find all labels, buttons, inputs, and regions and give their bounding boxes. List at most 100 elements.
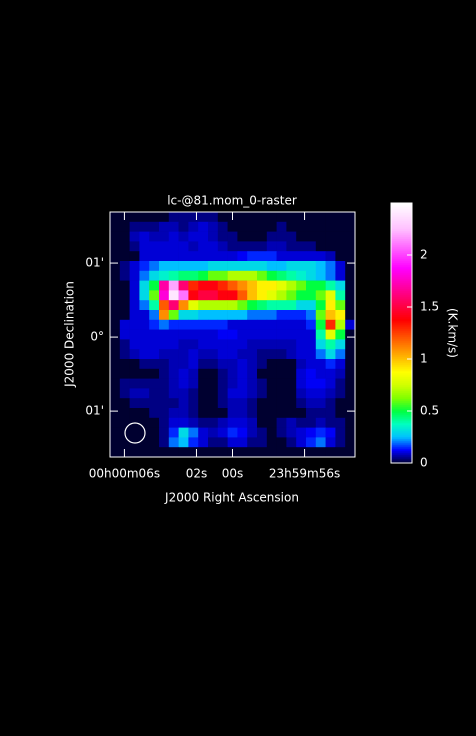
- colorbar-swatch: [391, 375, 412, 378]
- cell: [325, 319, 336, 330]
- cell: [217, 359, 228, 370]
- cell: [315, 349, 326, 360]
- colorbar-swatch: [391, 455, 412, 458]
- cell: [119, 231, 130, 242]
- cell: [325, 310, 336, 321]
- cell: [286, 270, 297, 281]
- cell: [237, 329, 248, 340]
- cell: [217, 290, 228, 301]
- cell: [188, 359, 199, 370]
- cell: [247, 447, 258, 458]
- cell: [119, 398, 130, 409]
- cell: [159, 241, 170, 252]
- colorbar-swatch: [391, 409, 412, 412]
- cell: [139, 329, 150, 340]
- cell: [178, 300, 189, 311]
- cell: [178, 212, 189, 223]
- colorbar-swatch: [391, 313, 412, 316]
- colorbar-swatch: [391, 267, 412, 270]
- colorbar-swatch: [391, 357, 412, 360]
- cell: [325, 270, 336, 281]
- cell: [110, 398, 121, 409]
- cell: [217, 368, 228, 379]
- cell: [188, 427, 199, 438]
- cell: [188, 261, 199, 272]
- cell: [247, 329, 258, 340]
- y-axis-label: J2000 Declination: [63, 281, 77, 388]
- cell: [296, 231, 307, 242]
- cell: [325, 241, 336, 252]
- cell: [276, 310, 287, 321]
- cell: [149, 398, 160, 409]
- cell: [345, 427, 356, 438]
- cell: [315, 212, 326, 223]
- cell: [198, 339, 209, 350]
- cell: [149, 339, 160, 350]
- cell: [237, 231, 248, 242]
- colorbar-swatch: [391, 321, 412, 324]
- cell: [217, 261, 228, 272]
- cell: [159, 231, 170, 242]
- cell: [208, 241, 219, 252]
- cell: [247, 280, 258, 291]
- cell: [335, 447, 346, 458]
- cell: [178, 310, 189, 321]
- cell: [110, 437, 121, 448]
- colorbar-swatch: [391, 255, 412, 258]
- cell: [159, 447, 170, 458]
- colorbar-swatch: [391, 345, 412, 348]
- cell: [237, 310, 248, 321]
- cell: [159, 417, 170, 428]
- cell: [159, 261, 170, 272]
- cell: [237, 378, 248, 389]
- colorbar-swatch: [391, 423, 412, 426]
- cell: [237, 437, 248, 448]
- cell: [257, 329, 268, 340]
- colorbar-swatch: [391, 265, 412, 268]
- cell: [335, 212, 346, 223]
- cell: [266, 261, 277, 272]
- cell: [227, 437, 238, 448]
- cell: [257, 300, 268, 311]
- colorbar-swatch: [391, 397, 412, 400]
- cell: [286, 359, 297, 370]
- cell: [345, 212, 356, 223]
- cell: [335, 319, 346, 330]
- cell: [178, 349, 189, 360]
- cell: [188, 241, 199, 252]
- cell: [335, 251, 346, 262]
- cell: [306, 280, 317, 291]
- cell: [119, 241, 130, 252]
- cell: [149, 319, 160, 330]
- cell: [217, 339, 228, 350]
- colorbar-swatch: [391, 427, 412, 430]
- cell: [168, 290, 179, 301]
- colorbar-swatch: [391, 383, 412, 386]
- colorbar-swatch: [391, 281, 412, 284]
- cell: [345, 359, 356, 370]
- colorbar-swatch: [391, 277, 412, 280]
- cell: [325, 290, 336, 301]
- cell: [217, 437, 228, 448]
- cell: [139, 290, 150, 301]
- colorbar-swatch: [391, 367, 412, 370]
- cell: [217, 319, 228, 330]
- cell: [306, 221, 317, 232]
- cell: [198, 408, 209, 419]
- cell: [168, 310, 179, 321]
- colorbar-swatch: [391, 341, 412, 344]
- cell: [247, 427, 258, 438]
- cell: [286, 231, 297, 242]
- cell: [188, 447, 199, 458]
- cell: [306, 231, 317, 242]
- cell: [139, 378, 150, 389]
- cell: [266, 251, 277, 262]
- cell: [315, 290, 326, 301]
- cell: [159, 290, 170, 301]
- cell: [129, 349, 140, 360]
- cell: [286, 251, 297, 262]
- cell: [198, 417, 209, 428]
- cell: [129, 359, 140, 370]
- colorbar-swatch: [391, 433, 412, 436]
- cell: [227, 310, 238, 321]
